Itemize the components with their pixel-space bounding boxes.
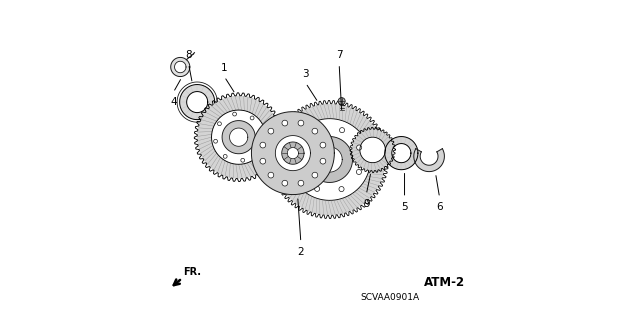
Circle shape bbox=[260, 142, 266, 148]
Polygon shape bbox=[414, 149, 444, 172]
Polygon shape bbox=[352, 129, 394, 171]
Polygon shape bbox=[289, 119, 371, 200]
Text: 8: 8 bbox=[185, 50, 192, 60]
Polygon shape bbox=[307, 137, 353, 182]
Circle shape bbox=[282, 180, 288, 186]
Circle shape bbox=[260, 131, 264, 135]
Circle shape bbox=[260, 158, 266, 164]
Circle shape bbox=[312, 172, 317, 178]
Circle shape bbox=[233, 112, 237, 116]
Polygon shape bbox=[222, 121, 255, 154]
Text: 3: 3 bbox=[302, 69, 309, 79]
Polygon shape bbox=[360, 137, 385, 163]
Polygon shape bbox=[171, 57, 190, 77]
Polygon shape bbox=[287, 148, 298, 159]
Circle shape bbox=[256, 149, 260, 152]
Circle shape bbox=[250, 116, 254, 120]
Polygon shape bbox=[275, 136, 310, 171]
Circle shape bbox=[320, 158, 326, 164]
Circle shape bbox=[241, 158, 244, 162]
Circle shape bbox=[312, 128, 317, 134]
Circle shape bbox=[356, 169, 362, 174]
Polygon shape bbox=[282, 142, 304, 164]
Text: SCVAA0901A: SCVAA0901A bbox=[360, 293, 420, 302]
Circle shape bbox=[339, 128, 344, 133]
Circle shape bbox=[298, 169, 303, 174]
Circle shape bbox=[214, 139, 218, 143]
Polygon shape bbox=[317, 147, 342, 172]
Circle shape bbox=[298, 145, 303, 150]
Polygon shape bbox=[385, 137, 418, 170]
Text: 9: 9 bbox=[363, 199, 369, 209]
Circle shape bbox=[298, 180, 304, 186]
Text: 6: 6 bbox=[436, 202, 443, 212]
Circle shape bbox=[268, 172, 274, 178]
Circle shape bbox=[218, 122, 221, 126]
Circle shape bbox=[315, 127, 320, 132]
Circle shape bbox=[338, 98, 345, 105]
Circle shape bbox=[356, 145, 362, 150]
Circle shape bbox=[339, 187, 344, 192]
Polygon shape bbox=[274, 104, 385, 215]
Text: ATM-2: ATM-2 bbox=[424, 276, 465, 289]
Circle shape bbox=[320, 142, 326, 148]
Polygon shape bbox=[230, 128, 248, 146]
Text: 5: 5 bbox=[401, 202, 408, 212]
Polygon shape bbox=[392, 144, 411, 163]
Text: 1: 1 bbox=[221, 63, 228, 73]
Polygon shape bbox=[252, 112, 334, 195]
Circle shape bbox=[223, 154, 227, 158]
Circle shape bbox=[282, 120, 288, 126]
Circle shape bbox=[268, 128, 274, 134]
Polygon shape bbox=[175, 61, 186, 73]
Circle shape bbox=[298, 120, 304, 126]
Polygon shape bbox=[180, 85, 215, 120]
Circle shape bbox=[314, 186, 319, 191]
Polygon shape bbox=[197, 96, 280, 179]
Text: FR.: FR. bbox=[184, 267, 202, 277]
Text: 7: 7 bbox=[336, 50, 342, 60]
Polygon shape bbox=[187, 92, 208, 113]
Polygon shape bbox=[212, 110, 266, 164]
Text: 2: 2 bbox=[298, 247, 304, 256]
Text: 4: 4 bbox=[170, 97, 177, 107]
